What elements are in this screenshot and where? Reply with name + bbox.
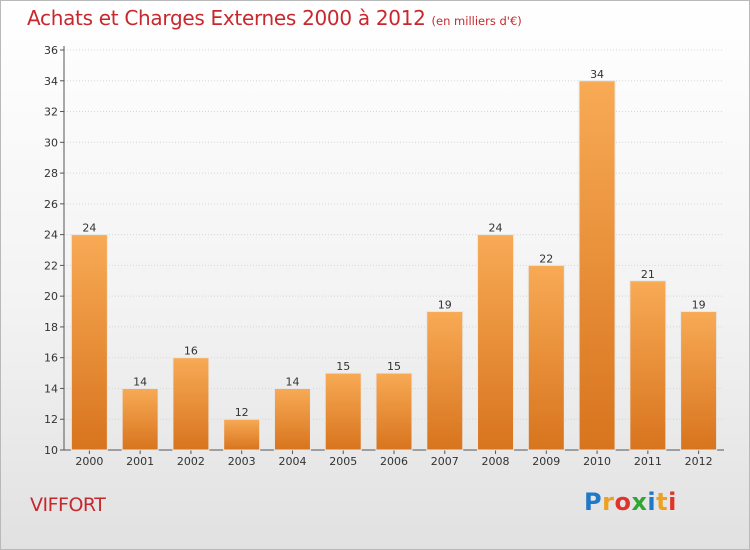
bar bbox=[629, 280, 667, 451]
y-tick-label: 30 bbox=[44, 136, 58, 149]
bar bbox=[273, 387, 311, 451]
y-tick-label: 36 bbox=[44, 44, 58, 57]
bar bbox=[121, 387, 159, 451]
logo-letter: t bbox=[656, 488, 669, 516]
y-tick-label: 22 bbox=[44, 259, 58, 272]
commune-name: VIFFORT bbox=[30, 494, 106, 516]
x-tick-label: 2009 bbox=[532, 455, 560, 468]
value-labels: 24 14 16 12 14 15 15 19 24 22 34 21 19 bbox=[82, 68, 705, 419]
bars bbox=[70, 80, 718, 451]
grid-lines bbox=[64, 49, 724, 420]
data-label: 24 bbox=[82, 222, 96, 235]
logo-letter: i bbox=[647, 488, 657, 516]
data-label: 16 bbox=[184, 345, 198, 358]
y-tick-label: 20 bbox=[44, 290, 58, 303]
chart-title-text: Achats et Charges Externes 2000 à 2012 bbox=[27, 6, 426, 30]
bar bbox=[223, 418, 261, 451]
data-label: 19 bbox=[692, 299, 706, 312]
x-tick-label: 2004 bbox=[278, 455, 306, 468]
bar bbox=[477, 234, 515, 451]
logo-letter: P bbox=[584, 488, 603, 516]
x-tick-label: 2003 bbox=[228, 455, 256, 468]
x-tick-label: 2007 bbox=[431, 455, 459, 468]
data-label: 19 bbox=[438, 299, 452, 312]
bar bbox=[578, 80, 616, 451]
data-label: 12 bbox=[235, 406, 249, 419]
chart-title: Achats et Charges Externes 2000 à 2012 (e… bbox=[27, 6, 522, 30]
data-label: 15 bbox=[387, 360, 401, 373]
x-tick-label: 2012 bbox=[685, 455, 713, 468]
bar bbox=[426, 311, 464, 451]
y-tick-label: 18 bbox=[44, 321, 58, 334]
x-tick-label: 2000 bbox=[75, 455, 103, 468]
bar bbox=[70, 234, 108, 451]
chart-subtitle: (en milliers d'€) bbox=[431, 14, 522, 28]
x-tick-label: 2008 bbox=[482, 455, 510, 468]
y-tick-label: 34 bbox=[44, 75, 58, 88]
x-axis: 2000 2001 2002 2003 2004 2005 2006 2007 2008 2009… bbox=[64, 449, 724, 468]
data-label: 21 bbox=[641, 268, 655, 281]
x-tick-label: 2011 bbox=[634, 455, 662, 468]
logo-letter: i bbox=[668, 488, 677, 516]
logo-letter: o bbox=[614, 488, 632, 516]
bar bbox=[527, 264, 565, 451]
proxiti-logo: Proxiti bbox=[584, 488, 677, 516]
data-label: 24 bbox=[489, 222, 503, 235]
bar bbox=[375, 372, 413, 451]
logo-letter: x bbox=[631, 488, 648, 516]
y-axis: 10 12 14 16 18 20 22 24 26 28 30 32 34 36 bbox=[44, 44, 65, 457]
x-tick-label: 2005 bbox=[329, 455, 357, 468]
x-tick-label: 2002 bbox=[177, 455, 205, 468]
x-tick-label: 2001 bbox=[126, 455, 154, 468]
y-tick-label: 12 bbox=[44, 413, 58, 426]
y-tick-label: 16 bbox=[44, 352, 58, 365]
data-label: 14 bbox=[285, 375, 299, 388]
data-label: 15 bbox=[336, 360, 350, 373]
y-tick-label: 14 bbox=[44, 382, 58, 395]
bar bbox=[324, 372, 362, 451]
x-tick-label: 2010 bbox=[583, 455, 611, 468]
y-tick-label: 26 bbox=[44, 198, 58, 211]
data-label: 34 bbox=[590, 68, 604, 81]
y-tick-label: 32 bbox=[44, 106, 58, 119]
y-tick-label: 10 bbox=[44, 444, 58, 457]
x-tick-label: 2006 bbox=[380, 455, 408, 468]
y-tick-label: 28 bbox=[44, 167, 58, 180]
bar bbox=[172, 357, 210, 451]
bar bbox=[680, 311, 718, 451]
data-label: 22 bbox=[539, 252, 553, 265]
y-tick-label: 24 bbox=[44, 229, 58, 242]
logo-letter: r bbox=[602, 488, 615, 516]
data-label: 14 bbox=[133, 375, 147, 388]
